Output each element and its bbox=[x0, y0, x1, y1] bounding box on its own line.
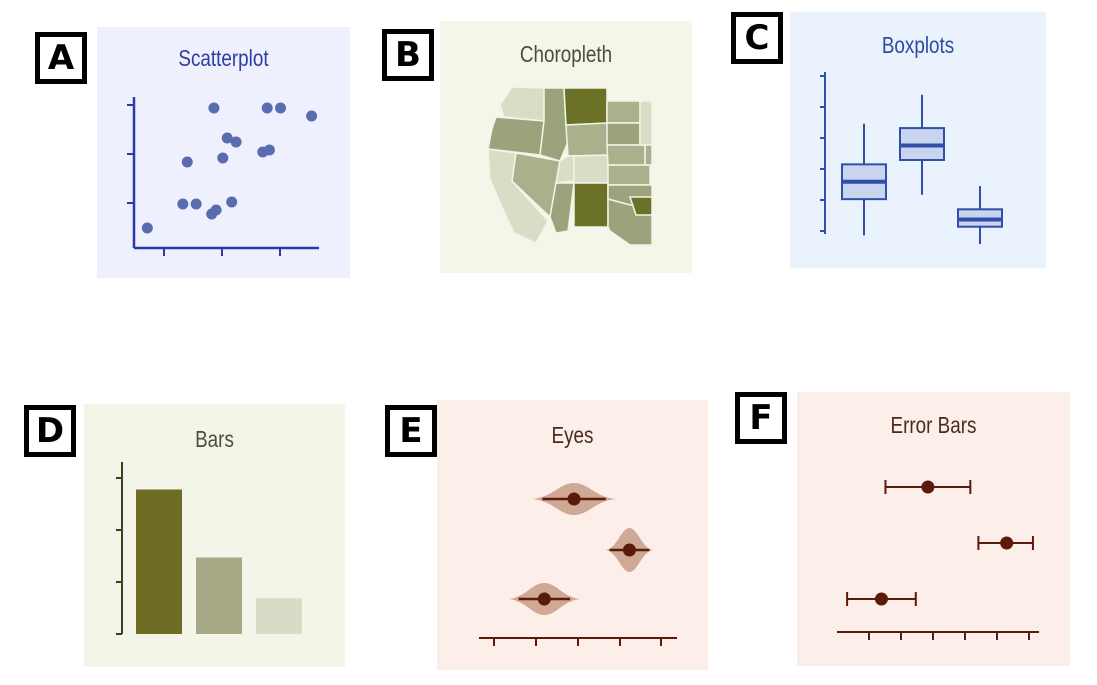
scatter-point bbox=[275, 102, 287, 114]
scatter-point bbox=[226, 196, 238, 208]
scatter-point bbox=[177, 198, 189, 210]
bar bbox=[256, 598, 302, 634]
region-iowa bbox=[644, 144, 653, 166]
boxplots-panel: Boxplots bbox=[790, 12, 1046, 268]
scatterplot-panel: Scatterplot bbox=[97, 27, 350, 278]
scatter-point bbox=[263, 144, 275, 156]
eye-point bbox=[537, 592, 551, 606]
label-e: E bbox=[385, 405, 437, 457]
errorbar-point bbox=[921, 480, 935, 494]
region-arizona bbox=[549, 182, 575, 234]
eyes-chart bbox=[479, 483, 677, 646]
region-south-dakota bbox=[606, 122, 641, 146]
scatter-point bbox=[190, 198, 202, 210]
region-washington bbox=[499, 86, 545, 122]
region-nebraska bbox=[606, 144, 646, 166]
label-b: B bbox=[382, 29, 434, 81]
bars-chart bbox=[116, 462, 302, 635]
errorbar-point bbox=[874, 592, 888, 606]
scatter-point bbox=[208, 102, 220, 114]
region-colorado bbox=[573, 154, 609, 184]
eyes-panel: Eyes bbox=[437, 400, 708, 670]
region-new-mexico bbox=[573, 182, 609, 228]
scatter-point bbox=[230, 136, 242, 148]
region-north-dakota bbox=[606, 100, 641, 124]
scatterplot-title: Scatterplot bbox=[178, 45, 269, 71]
eyes-title: Eyes bbox=[551, 422, 594, 448]
eye-point bbox=[567, 492, 581, 506]
errorbars-chart bbox=[837, 480, 1039, 640]
bars-title: Bars bbox=[195, 426, 234, 452]
scatter-point bbox=[221, 132, 233, 144]
bars-panel: Bars bbox=[84, 404, 345, 667]
region-montana bbox=[563, 87, 608, 126]
label-d: D bbox=[24, 405, 76, 457]
label-a: A bbox=[35, 32, 87, 84]
choropleth-map bbox=[487, 86, 653, 246]
region-kansas bbox=[607, 164, 651, 186]
label-f: F bbox=[735, 392, 787, 444]
eye-point bbox=[622, 543, 636, 557]
scatter-point bbox=[141, 222, 153, 234]
region-minnesota bbox=[639, 100, 653, 146]
label-c: C bbox=[731, 12, 783, 64]
choropleth-title: Choropleth bbox=[519, 41, 613, 67]
scatter-point bbox=[217, 152, 229, 164]
scatter-point bbox=[210, 204, 222, 216]
scatter-point bbox=[306, 110, 318, 122]
scatter-point bbox=[181, 156, 193, 168]
boxplots-chart bbox=[820, 72, 1003, 245]
region-arkansas bbox=[628, 196, 653, 216]
choropleth-panel: Choropleth bbox=[440, 21, 692, 273]
scatterplot-chart bbox=[127, 97, 319, 256]
boxplots-title: Boxplots bbox=[881, 32, 955, 58]
errorbar-point bbox=[1000, 536, 1014, 550]
scatter-point bbox=[261, 102, 273, 114]
errorbars-title: Error Bars bbox=[890, 412, 977, 438]
bar bbox=[136, 489, 182, 634]
errorbars-panel: Error Bars bbox=[797, 392, 1070, 666]
bar bbox=[196, 557, 242, 634]
region-wyoming bbox=[565, 122, 609, 157]
region-oregon bbox=[487, 116, 545, 156]
